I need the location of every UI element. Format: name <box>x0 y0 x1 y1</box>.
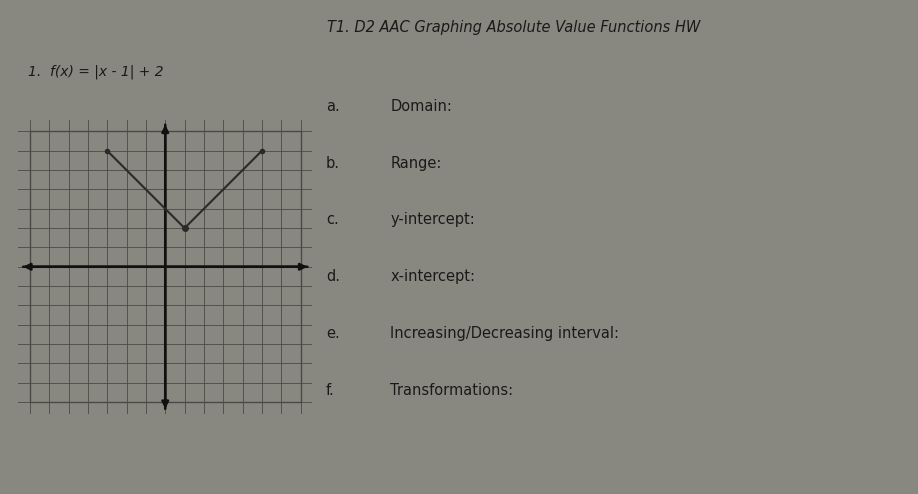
Text: d.: d. <box>326 269 340 284</box>
Text: y-intercept:: y-intercept: <box>390 212 475 227</box>
Text: Range:: Range: <box>390 156 442 170</box>
Text: e.: e. <box>326 326 340 341</box>
Text: Domain:: Domain: <box>390 99 452 114</box>
Text: Transformations:: Transformations: <box>390 383 513 398</box>
Text: c.: c. <box>326 212 339 227</box>
Text: T1. D2 AAC Graphing Absolute Value Functions HW: T1. D2 AAC Graphing Absolute Value Funct… <box>328 20 700 35</box>
Text: x-intercept:: x-intercept: <box>390 269 476 284</box>
Text: a.: a. <box>326 99 340 114</box>
Text: Increasing/Decreasing interval:: Increasing/Decreasing interval: <box>390 326 619 341</box>
Text: b.: b. <box>326 156 340 170</box>
Text: 1.  f(x) = |x - 1| + 2: 1. f(x) = |x - 1| + 2 <box>28 64 163 79</box>
Text: f.: f. <box>326 383 335 398</box>
